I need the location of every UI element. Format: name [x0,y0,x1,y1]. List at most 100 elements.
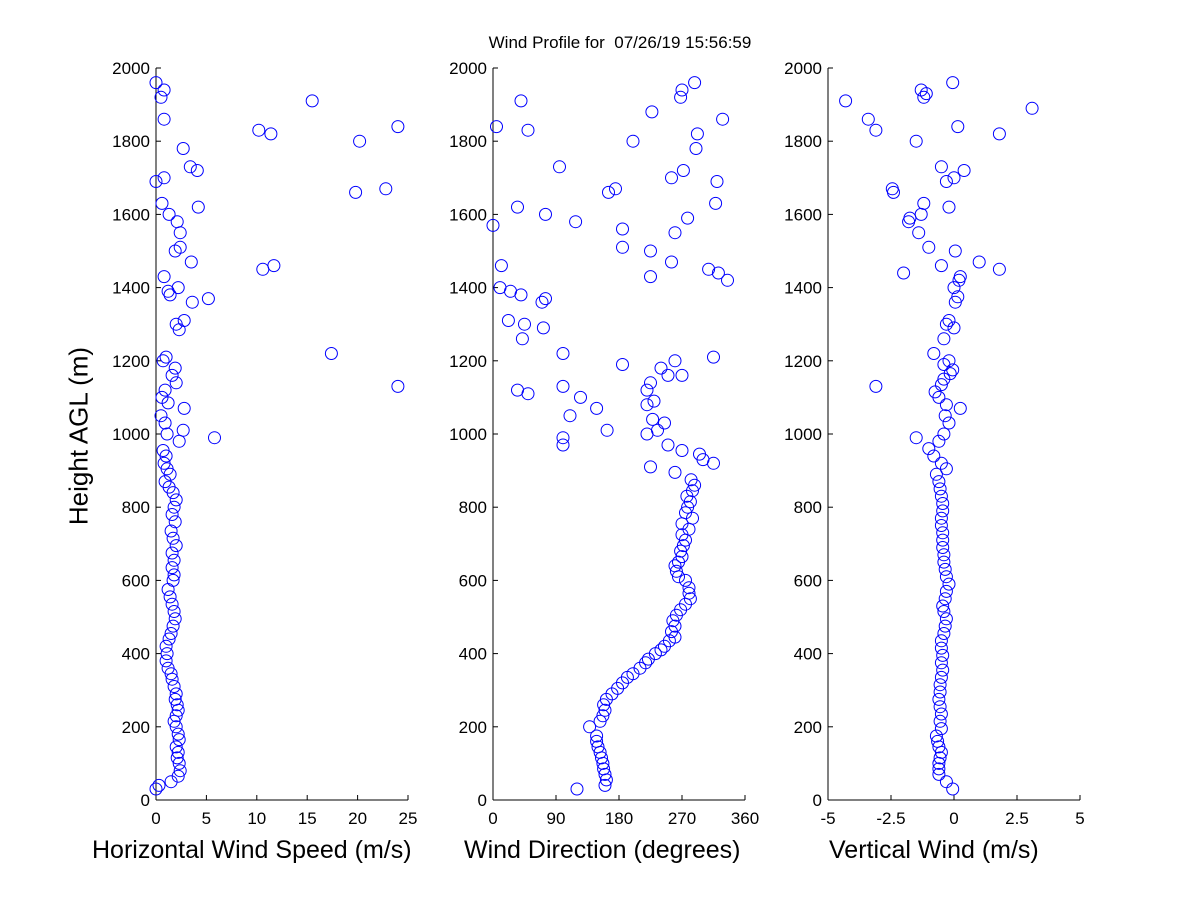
data-point [936,599,950,613]
data-point [609,182,622,196]
data-point [972,255,986,269]
data-point [252,123,266,137]
data-point [164,524,178,538]
data-point [190,164,204,177]
data-point [616,358,629,371]
panel-speed: 0 200 400 600 800 1000 1200 1400 1600 1800 2000 0 5 1… [112,59,417,828]
data-point [556,431,570,445]
data-point [946,782,960,796]
x-tick-label: 2.5 [1005,809,1029,828]
data-point [942,354,956,368]
data-point [152,778,166,792]
data-point [654,643,668,657]
data-point [917,196,931,210]
x-tick-label: 0 [151,809,160,828]
data-point [176,142,190,155]
data-point [934,519,948,532]
data-point [936,504,950,518]
x-tick-label: 0 [488,809,497,828]
data-point [934,641,948,655]
data-point [170,751,184,765]
data-point [165,546,179,560]
data-point [391,120,405,134]
data-point [707,350,720,364]
data-point [155,196,169,210]
y-tick-label: 1000 [449,425,487,444]
figure-title: Wind Profile for 07/26/19 15:56:59 [488,33,752,52]
data-point [943,367,957,381]
data-point [934,511,948,525]
y-tick-label: 400 [459,645,487,664]
data-point [167,553,181,567]
data-point [939,570,953,584]
data-point [169,740,183,754]
data-point [929,729,943,743]
data-point [602,185,615,199]
data-point [922,442,936,456]
data-point [166,531,180,545]
data-point [933,700,947,714]
data-point [159,654,173,668]
data-point [932,692,946,706]
data-point [165,597,179,611]
data-point [903,211,917,225]
data-point [616,222,629,236]
data-point [938,409,952,423]
data-point [932,767,946,781]
data-point [939,398,953,412]
data-point [932,434,946,448]
y-tick-label: 2000 [112,59,150,78]
data-point [556,379,570,393]
y-tick-label: 400 [122,645,150,664]
data-point [932,762,946,776]
data-point [170,215,184,229]
data-point [167,568,181,582]
data-point [947,321,961,335]
data-point [937,555,951,569]
data-point [172,733,186,747]
data-point [535,295,549,309]
data-point [163,288,177,302]
data-point [869,123,883,137]
data-point [168,515,182,529]
data-point [909,134,923,148]
data-point [668,465,682,479]
data-point [563,409,577,423]
data-point [665,255,678,269]
data-point [934,160,948,174]
data-point [157,171,171,185]
data-point [583,720,597,734]
y-tick-label: 800 [122,498,150,517]
data-point [947,171,961,185]
data-point [518,317,531,331]
data-point [917,90,931,104]
x-tick-label: 90 [547,809,566,828]
data-point [934,456,948,470]
y-tick-label: 400 [794,645,822,664]
data-point [1025,101,1039,115]
data-point [936,541,950,554]
y-tick-label: 1200 [112,352,150,371]
x-tick-label: 15 [298,809,317,828]
data-point [933,714,947,728]
data-point [938,562,952,576]
x-tick-label: 180 [605,809,633,828]
data-point [936,497,950,510]
data-point [669,564,683,578]
data-point [169,720,183,734]
data-point [675,83,689,97]
data-point [931,734,945,748]
data-point [324,347,338,360]
y-tick-label: 800 [794,498,822,517]
data-point [208,431,221,445]
data-point [156,444,170,457]
y-tick-label: 200 [122,718,150,737]
y-tick-label: 1800 [112,132,150,151]
data-point [937,332,951,346]
data-point [647,394,661,408]
data-point [939,775,953,789]
data-point [514,94,528,108]
data-point [939,175,953,188]
data-point [596,709,610,723]
